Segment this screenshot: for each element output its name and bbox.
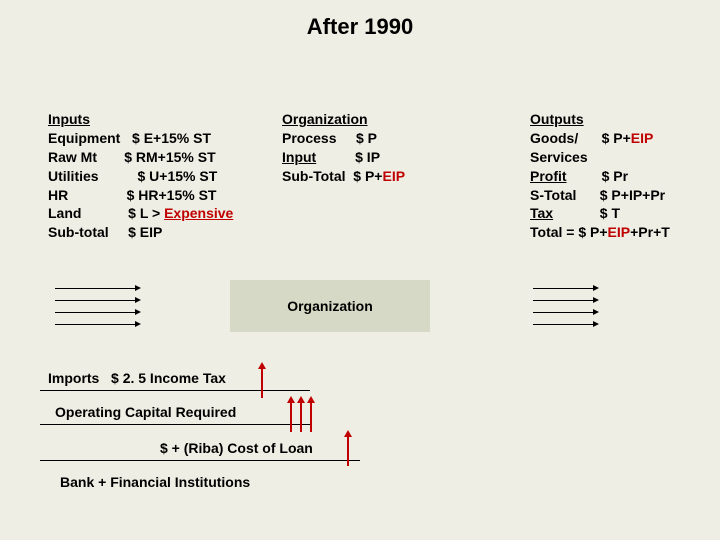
- bank-line: Bank + Financial Institutions: [60, 474, 250, 490]
- imports-line: Imports $ 2. 5 Income Tax: [48, 370, 226, 386]
- outputs-row: Goods/ $ P+EIP: [530, 129, 670, 148]
- organization-row: Process $ P: [282, 129, 405, 148]
- outputs-row: Total = $ P+EIP+Pr+T: [530, 223, 670, 242]
- inputs-row: Land $ L > Expensive: [48, 204, 233, 223]
- organization-header: Organization: [282, 110, 405, 129]
- inputs-row: Utilities $ U+15% ST: [48, 167, 233, 186]
- organization-column: Organization Process $ P Input $ IP Sub-…: [282, 110, 405, 186]
- inputs-row: HR $ HR+15% ST: [48, 186, 233, 205]
- outputs-header: Outputs: [530, 110, 670, 129]
- inputs-row: Raw Mt $ RM+15% ST: [48, 148, 233, 167]
- op-capital-line: Operating Capital Required: [55, 404, 236, 420]
- outputs-row: Tax $ T: [530, 204, 670, 223]
- outputs-column: Outputs Goods/ $ P+EIP Services Profit $…: [530, 110, 670, 242]
- outputs-row: Services: [530, 148, 670, 167]
- rule: [40, 390, 310, 391]
- page-title: After 1990: [0, 14, 720, 40]
- riba-line: $ + (Riba) Cost of Loan: [160, 440, 313, 456]
- inputs-header: Inputs: [48, 110, 233, 129]
- inputs-column: Inputs Equipment $ E+15% ST Raw Mt $ RM+…: [48, 110, 233, 242]
- outputs-row: S-Total $ P+IP+Pr: [530, 186, 670, 205]
- organization-box: Organization: [230, 280, 430, 332]
- organization-box-label: Organization: [287, 298, 373, 314]
- organization-row: Input $ IP: [282, 148, 405, 167]
- organization-row: Sub-Total $ P+EIP: [282, 167, 405, 186]
- inputs-row: Sub-total $ EIP: [48, 223, 233, 242]
- rule: [40, 424, 310, 425]
- rule: [40, 460, 360, 461]
- outputs-row: Profit $ Pr: [530, 167, 670, 186]
- inputs-row: Equipment $ E+15% ST: [48, 129, 233, 148]
